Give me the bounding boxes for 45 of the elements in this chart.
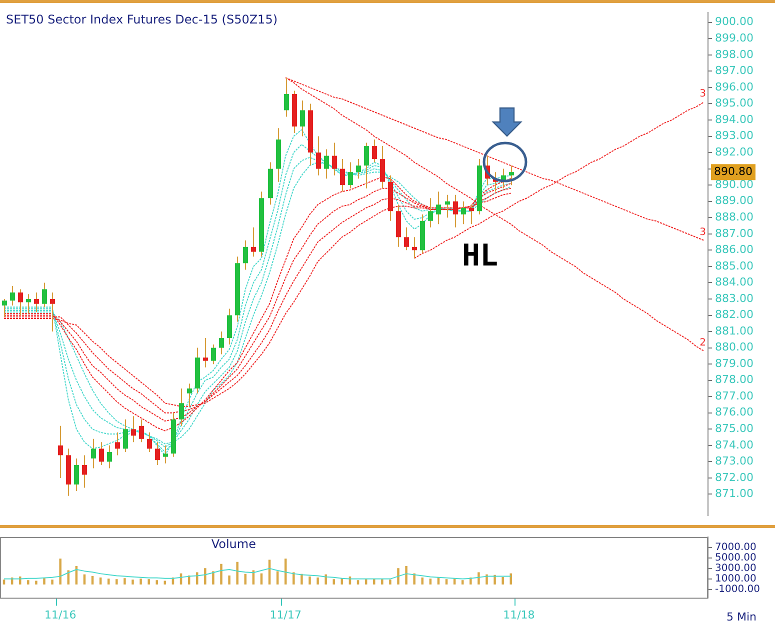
y-tick-label: 890.00	[715, 178, 754, 191]
y-tick-label: 883.00	[715, 292, 754, 305]
y-tick-label: 877.00	[715, 389, 754, 402]
y-tick-label: 888.00	[715, 210, 754, 224]
y-tick-label: 7000.00	[715, 542, 756, 554]
y-tick-label: 1000.00	[715, 574, 756, 585]
y-tick-label: 879.00	[715, 356, 754, 370]
series-label: 2	[700, 338, 706, 349]
series-label: 3	[700, 88, 706, 100]
y-tick-label: 874.00	[715, 438, 754, 452]
text: 890.80	[714, 164, 752, 178]
y-tick-label: 899.00	[715, 31, 754, 44]
x-tick-label: 11/17	[270, 608, 302, 622]
y-tick-label: 884.00	[715, 276, 754, 289]
y-tick-label: 896.00	[715, 80, 754, 94]
text: 5 Min	[726, 610, 757, 624]
y-tick-label: 900.00	[715, 15, 754, 28]
x-tick-label: 11/18	[503, 608, 535, 622]
y-tick-label: 898.00	[715, 48, 754, 61]
y-tick-label: 885.00	[715, 259, 754, 272]
y-tick-label: 887.00	[715, 226, 754, 240]
y-tick-label: 873.00	[715, 454, 754, 468]
y-tick-label: 897.00	[715, 64, 754, 78]
y-tick-label: 876.00	[715, 406, 754, 419]
y-tick-label: 893.00	[715, 129, 754, 142]
y-tick-label: 3000.00	[715, 563, 756, 574]
y-tick-label: 871.00	[715, 487, 754, 500]
chart-title: SET50 Sector Index Futures Dec-15 (S50Z15)	[6, 12, 278, 27]
y-tick-label: 5000.00	[715, 552, 756, 564]
series-label: 3	[700, 227, 706, 238]
y-tick-label: 872.00	[715, 470, 754, 484]
y-tick-label: 892.00	[715, 145, 754, 158]
y-tick-label: 889.00	[715, 194, 754, 208]
annotation: HL	[462, 238, 498, 274]
y-tick-label: 875.00	[715, 422, 754, 436]
chart-title: Volume	[211, 537, 256, 552]
y-tick-label: -1000.00	[715, 584, 760, 596]
y-tick-label: 878.00	[715, 373, 754, 386]
y-tick-label: 880.00	[715, 340, 754, 354]
y-tick-label: 882.00	[715, 308, 754, 322]
x-tick-label: 11/16	[44, 608, 76, 622]
y-tick-label: 886.00	[715, 243, 754, 256]
y-tick-label: 881.00	[715, 324, 754, 338]
y-tick-label: 895.00	[715, 96, 754, 110]
y-tick-label: 894.00	[715, 112, 754, 126]
